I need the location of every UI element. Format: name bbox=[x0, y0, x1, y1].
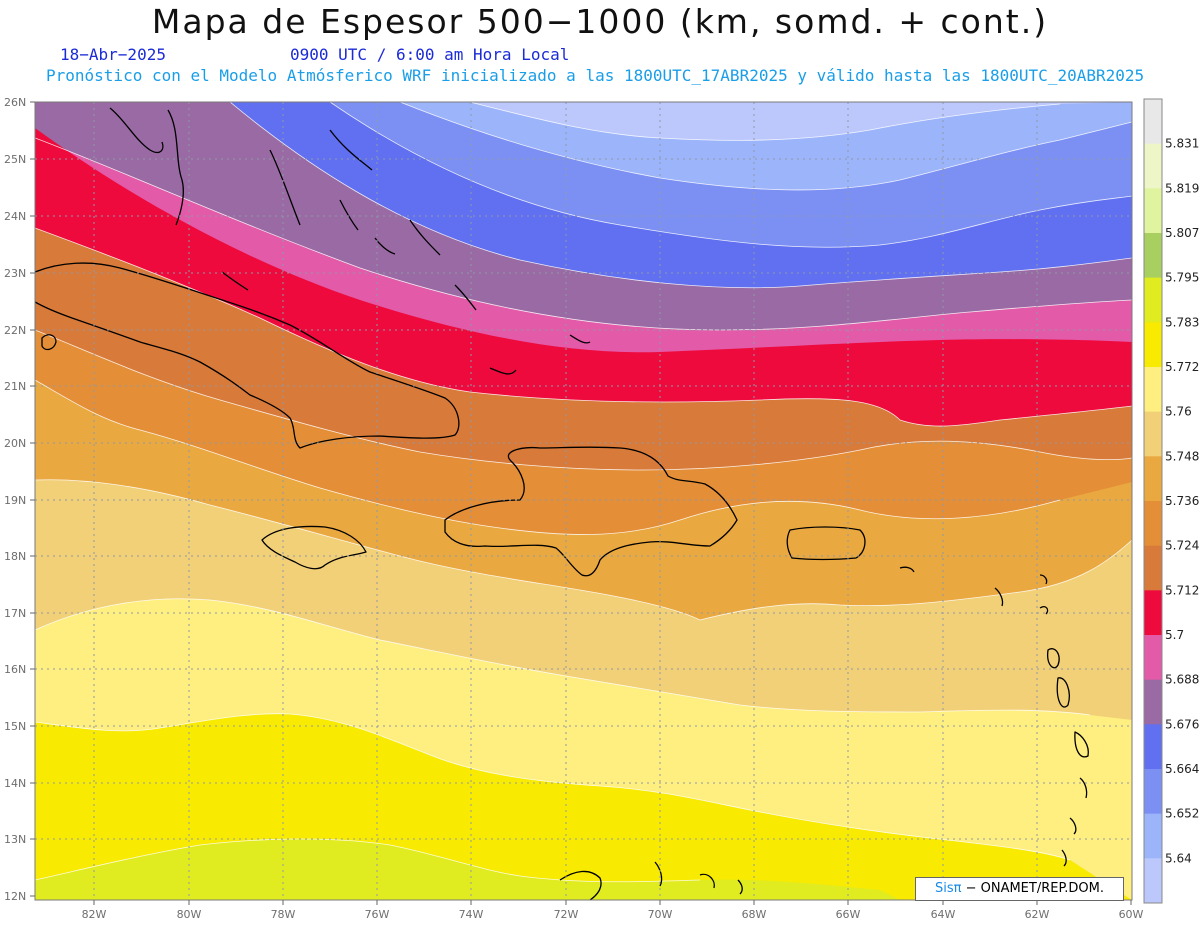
colorbar-label: 5.819 bbox=[1165, 181, 1199, 195]
colorbar-swatch bbox=[1144, 635, 1162, 681]
colorbar-swatch bbox=[1144, 590, 1162, 636]
lon-label: 82W bbox=[82, 908, 107, 921]
colorbar-swatch bbox=[1144, 545, 1162, 591]
credit-text: − ONAMET/REP.DOM. bbox=[961, 881, 1104, 896]
lat-label: 22N bbox=[4, 324, 26, 337]
colorbar-swatch bbox=[1144, 411, 1162, 457]
colorbar-label: 5.7 bbox=[1165, 628, 1184, 642]
colorbar-swatch bbox=[1144, 679, 1162, 725]
lat-label: 26N bbox=[4, 96, 26, 109]
colorbar-label: 5.652 bbox=[1165, 807, 1199, 821]
longitude-labels: 82W 80W 78W 76W 74W 72W 70W 68W 66W 64W … bbox=[82, 908, 1144, 921]
lat-label: 16N bbox=[4, 663, 26, 676]
lat-label: 19N bbox=[4, 494, 26, 507]
colorbar-frame bbox=[1143, 98, 1163, 904]
lat-label: 14N bbox=[4, 777, 26, 790]
colorbar-label: 5.724 bbox=[1165, 539, 1199, 553]
puerto-rico-coastline bbox=[786, 526, 866, 561]
map-title: Mapa de Espesor 500−1000 (km, somd. + co… bbox=[151, 2, 1049, 41]
lon-label: 60W bbox=[1119, 908, 1144, 921]
colorbar-swatch bbox=[1144, 813, 1162, 859]
lat-label: 24N bbox=[4, 210, 26, 223]
lat-label: 20N bbox=[4, 437, 26, 450]
lon-label: 74W bbox=[459, 908, 484, 921]
graticule bbox=[35, 102, 1132, 900]
lat-label: 13N bbox=[4, 833, 26, 846]
lat-label: 15N bbox=[4, 720, 26, 733]
colorbar-label: 5.807 bbox=[1165, 226, 1199, 240]
lon-label: 62W bbox=[1025, 908, 1050, 921]
colorbar-label: 5.712 bbox=[1165, 583, 1199, 597]
colorbar-swatch bbox=[1144, 233, 1162, 279]
latitude-labels: 26N 25N 24N 23N 22N 21N 20N 19N 18N 17N … bbox=[4, 96, 26, 903]
colorbar-label: 5.676 bbox=[1165, 717, 1199, 731]
colorbar-label: 5.64 bbox=[1165, 851, 1192, 865]
colorbar-label: 5.748 bbox=[1165, 449, 1199, 463]
lon-label: 64W bbox=[931, 908, 956, 921]
lat-label: 25N bbox=[4, 153, 26, 166]
hispaniola-coastline bbox=[444, 446, 738, 577]
lon-label: 70W bbox=[648, 908, 673, 921]
lon-label: 72W bbox=[554, 908, 579, 921]
colorbar-swatch bbox=[1144, 188, 1162, 234]
colorbar-label: 5.795 bbox=[1165, 271, 1199, 285]
thickness-contour-fill bbox=[35, 102, 1132, 900]
credit-box: Sisπ − ONAMET/REP.DOM. bbox=[915, 877, 1124, 901]
colorbar-swatch bbox=[1144, 277, 1162, 323]
map-frame bbox=[34, 101, 1133, 901]
colorbar-label: 5.736 bbox=[1165, 494, 1199, 508]
colorbar-swatch bbox=[1144, 367, 1162, 413]
colorbar-swatch bbox=[1144, 143, 1162, 189]
colorbar-swatch bbox=[1144, 724, 1162, 770]
lon-label: 68W bbox=[742, 908, 767, 921]
coastlines bbox=[35, 107, 1089, 900]
date-label: 18−Abr−2025 bbox=[60, 45, 166, 64]
model-info-label: Pronóstico con el Modelo Atmósferico WRF… bbox=[46, 66, 1145, 85]
colorbar-label: 5.772 bbox=[1165, 360, 1199, 374]
colorbar-swatch bbox=[1144, 858, 1162, 904]
colorbar-swatch bbox=[1144, 322, 1162, 368]
lat-label: 17N bbox=[4, 607, 26, 620]
time-label: 0900 UTC / 6:00 am Hora Local bbox=[290, 45, 570, 64]
colorbar-swatch bbox=[1144, 501, 1162, 547]
cuba-coastline bbox=[35, 262, 460, 449]
lon-label: 76W bbox=[365, 908, 390, 921]
lat-label: 12N bbox=[4, 890, 26, 903]
colorbar-swatch bbox=[1144, 99, 1162, 145]
lon-label: 80W bbox=[177, 908, 202, 921]
lat-label: 23N bbox=[4, 267, 26, 280]
lat-label: 18N bbox=[4, 550, 26, 563]
lat-label: 21N bbox=[4, 380, 26, 393]
colorbar-label: 5.76 bbox=[1165, 405, 1192, 419]
colorbar-label: 5.783 bbox=[1165, 315, 1199, 329]
colorbar-label: 5.688 bbox=[1165, 673, 1199, 687]
credit-brand: Sisπ bbox=[934, 881, 962, 896]
colorbar-label: 5.831 bbox=[1165, 137, 1199, 151]
lon-label: 66W bbox=[836, 908, 861, 921]
contour-lines bbox=[35, 102, 1132, 883]
axis-ticks bbox=[30, 101, 1132, 905]
lon-label: 78W bbox=[271, 908, 296, 921]
colorbar-swatch bbox=[1144, 456, 1162, 502]
colorbar-legend: 5.831 5.819 5.807 5.795 5.783 5.772 5.76 5.748 5… bbox=[1143, 98, 1199, 904]
colorbar-label: 5.664 bbox=[1165, 762, 1199, 776]
colorbar-swatch bbox=[1144, 769, 1162, 815]
